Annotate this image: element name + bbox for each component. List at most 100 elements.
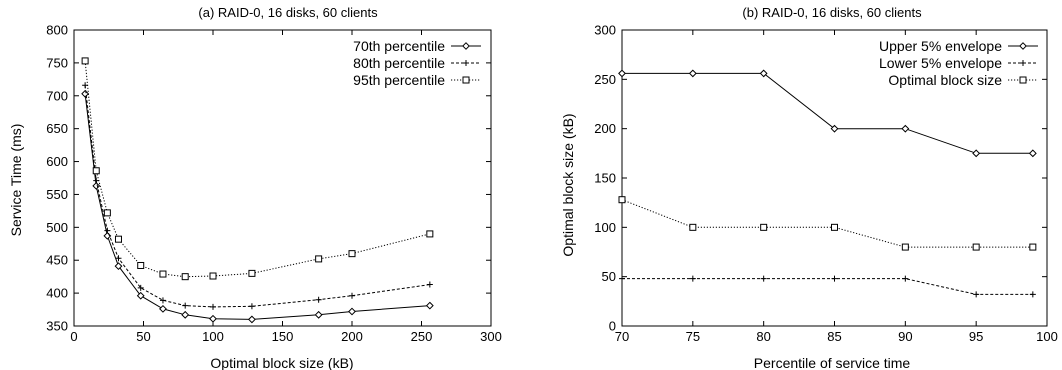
- data-point: [831, 223, 838, 231]
- data-point: [248, 303, 255, 310]
- x-tick-label: 250: [411, 329, 433, 344]
- data-point: [902, 275, 909, 282]
- x-tick-label: 100: [202, 329, 224, 344]
- x-tick-label: 0: [70, 329, 77, 344]
- chart-b: (b) RAID-0, 16 disks, 60 clients Percent…: [560, 5, 1058, 370]
- series-3: [618, 196, 1037, 251]
- y-tick-label: 300: [594, 23, 616, 38]
- series-line: [621, 199, 1033, 248]
- legend-marker: [462, 76, 470, 84]
- data-point: [972, 243, 980, 251]
- data-point: [315, 255, 323, 263]
- y-tick-label: 150: [594, 171, 616, 186]
- data-point: [688, 69, 697, 78]
- data-point: [426, 281, 433, 288]
- series-2: [82, 82, 433, 310]
- chart-a-ylabel: Service Time (ms): [8, 124, 24, 237]
- x-tick-label: 50: [136, 329, 150, 344]
- y-tick-label: 650: [46, 121, 68, 136]
- data-point: [1028, 149, 1037, 158]
- data-point: [1029, 291, 1036, 298]
- series-1: [81, 89, 434, 324]
- legend-label: 80th percentile: [353, 55, 445, 71]
- legend-label: Upper 5% envelope: [879, 38, 1002, 54]
- data-point: [181, 273, 189, 281]
- data-point: [182, 302, 189, 309]
- y-tick-label: 200: [594, 121, 616, 136]
- data-point: [181, 310, 190, 319]
- data-point: [103, 209, 111, 217]
- data-point: [348, 307, 356, 316]
- series-3: [81, 57, 434, 281]
- data-point: [137, 261, 145, 269]
- data-point: [314, 310, 323, 319]
- x-tick-label: 200: [341, 329, 363, 344]
- data-point: [159, 270, 167, 278]
- legend-marker: [462, 42, 470, 50]
- y-tick-label: 550: [46, 187, 68, 202]
- data-point: [349, 292, 355, 299]
- data-point: [81, 57, 89, 65]
- data-point: [248, 269, 256, 277]
- x-tick-label: 75: [686, 329, 700, 344]
- legend-marker: [463, 60, 469, 66]
- data-point: [209, 314, 217, 323]
- data-point: [348, 250, 356, 258]
- chart-b-xlabel: Percentile of service time: [754, 355, 911, 370]
- data-point: [831, 275, 838, 282]
- x-tick-label: 70: [615, 329, 629, 344]
- x-tick-label: 100: [1036, 329, 1058, 344]
- chart-b-ylabel: Optimal block size (kB): [560, 113, 576, 256]
- y-tick-label: 100: [594, 220, 616, 235]
- y-tick-label: 500: [46, 220, 68, 235]
- data-point: [901, 124, 910, 133]
- series-2: [619, 275, 1036, 298]
- data-point: [115, 255, 122, 262]
- y-tick-label: 400: [46, 286, 68, 301]
- data-point: [248, 315, 256, 324]
- data-point: [137, 284, 144, 291]
- data-point: [972, 149, 981, 158]
- y-tick-label: 700: [46, 88, 68, 103]
- series-line: [84, 60, 430, 278]
- data-point: [760, 275, 767, 282]
- legend-marker: [1020, 60, 1026, 66]
- data-point: [104, 227, 111, 234]
- data-point: [159, 297, 166, 304]
- data-point: [760, 223, 768, 231]
- data-point: [830, 124, 839, 133]
- x-tick-label: 90: [898, 329, 912, 344]
- data-point: [92, 181, 101, 190]
- data-point: [1029, 243, 1037, 251]
- data-point: [689, 275, 696, 282]
- data-point: [973, 291, 980, 298]
- legend-label: 70th percentile: [353, 38, 445, 54]
- data-point: [114, 235, 122, 243]
- chart-a-title: (a) RAID-0, 16 disks, 60 clients: [198, 5, 378, 20]
- legend-label: Lower 5% envelope: [879, 55, 1002, 71]
- y-tick-label: 50: [602, 269, 616, 284]
- legend-label: 95th percentile: [353, 72, 445, 88]
- data-point: [93, 177, 100, 184]
- series-1: [618, 69, 1037, 158]
- x-tick-label: 95: [969, 329, 983, 344]
- x-tick-label: 85: [827, 329, 841, 344]
- data-point: [315, 296, 322, 303]
- data-point: [114, 262, 123, 271]
- data-point: [159, 304, 167, 313]
- data-point: [618, 196, 626, 204]
- data-point: [619, 275, 625, 282]
- y-tick-label: 350: [46, 319, 68, 334]
- y-tick-label: 750: [46, 55, 68, 70]
- data-point: [618, 69, 626, 78]
- y-tick-label: 600: [46, 154, 68, 169]
- data-point: [81, 89, 90, 98]
- data-point: [426, 230, 434, 238]
- y-tick-label: 450: [46, 253, 68, 268]
- data-point: [425, 301, 434, 310]
- legend-marker: [1019, 42, 1027, 50]
- y-tick-label: 0: [609, 319, 616, 334]
- y-tick-label: 800: [46, 23, 68, 38]
- data-point: [209, 272, 217, 280]
